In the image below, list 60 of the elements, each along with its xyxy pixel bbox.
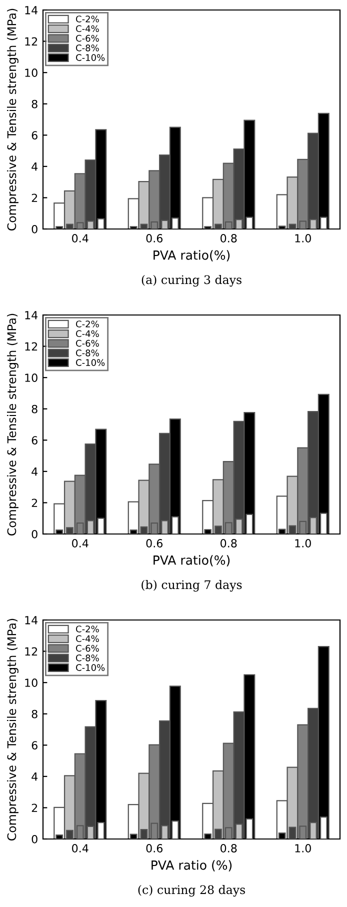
legend-label: C-10% xyxy=(76,54,105,61)
text: (b) curing 7 days xyxy=(142,580,242,592)
legend-label: C-4% xyxy=(76,25,99,32)
y-tick-label: 6 xyxy=(32,741,38,750)
y-tick-label: 0 xyxy=(32,834,38,844)
legend-label: C-10% xyxy=(76,664,105,671)
legend-label: C-6% xyxy=(76,34,99,42)
y-tick-label: 12 xyxy=(25,647,38,656)
legend-label: C-8% xyxy=(76,44,99,52)
x-tick-label: 0.8 xyxy=(220,234,237,242)
x-axis-title: PVA ratio(%) xyxy=(154,250,230,262)
y-axis-title: Compressive & Tensile strength (MPa) xyxy=(7,8,18,230)
y-tick-label: 12 xyxy=(25,342,38,351)
legend-label: C-4% xyxy=(76,330,99,338)
y-tick-label: 14 xyxy=(25,616,38,624)
legend-label: C-2% xyxy=(76,320,99,328)
x-tick-label: 1.0 xyxy=(295,844,311,852)
y-tick-label: 2 xyxy=(32,194,38,202)
x-tick-label: 0.6 xyxy=(146,539,163,548)
text: (a) curing 3 days xyxy=(142,274,242,287)
y-tick-label: 14 xyxy=(25,311,38,320)
legend-label: C-2% xyxy=(76,16,99,22)
legend-label: C-6% xyxy=(76,340,99,347)
y-tick-label: 4 xyxy=(32,468,38,476)
x-tick-label: 1.0 xyxy=(295,539,311,548)
y-tick-label: 2 xyxy=(32,804,38,812)
x-tick-label: 1.0 xyxy=(295,234,311,242)
x-tick-label: 0.6 xyxy=(146,844,163,852)
x-tick-label: 0.4 xyxy=(72,844,88,852)
y-tick-label: 2 xyxy=(32,498,38,507)
y-tick-label: 8 xyxy=(32,710,38,718)
x-tick-label: 0.4 xyxy=(72,234,88,242)
x-axis-title: PVA ratio (%) xyxy=(152,860,232,872)
y-tick-label: 10 xyxy=(25,374,38,382)
y-tick-label: 6 xyxy=(32,436,38,445)
y-tick-label: 0 xyxy=(32,530,38,538)
legend-label: C-8% xyxy=(76,350,99,356)
y-tick-label: 14 xyxy=(25,6,38,14)
legend-label: C-10% xyxy=(76,359,105,366)
y-tick-label: 4 xyxy=(32,162,38,171)
legend-label: C-4% xyxy=(76,635,99,642)
y-tick-label: 10 xyxy=(25,678,38,687)
y-tick-label: 12 xyxy=(25,37,38,46)
y-tick-label: 8 xyxy=(32,404,38,414)
x-tick-label: 0.8 xyxy=(220,539,237,548)
legend-label: C-8% xyxy=(76,654,99,662)
y-tick-label: 6 xyxy=(32,131,38,140)
x-axis-title: PVA ratio(%) xyxy=(154,555,230,566)
x-tick-label: 0.6 xyxy=(146,234,163,242)
legend-label: C-6% xyxy=(76,644,99,652)
y-tick-label: 0 xyxy=(32,224,38,234)
y-tick-label: 8 xyxy=(32,100,38,108)
y-tick-label: 10 xyxy=(25,68,38,77)
y-tick-label: 4 xyxy=(32,772,38,781)
y-axis-title: Compressive & Tensile strength (MPa) xyxy=(7,314,18,536)
x-tick-label: 0.8 xyxy=(220,844,237,852)
y-axis-title: Compressive & Tensile strength (MPa) xyxy=(7,618,18,840)
text: (c) curing 28 days xyxy=(138,884,246,897)
legend-label: C-2% xyxy=(76,626,99,632)
x-tick-label: 0.4 xyxy=(72,539,88,548)
